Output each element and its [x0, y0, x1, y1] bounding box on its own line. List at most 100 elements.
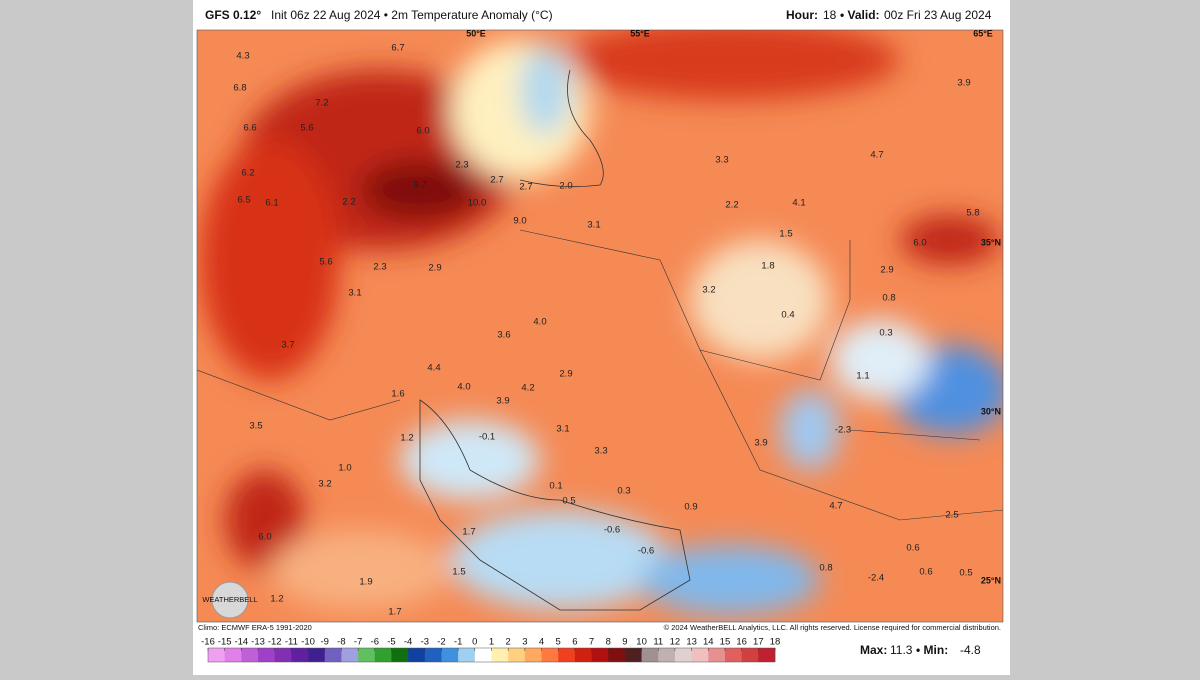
anomaly-label: 4.4: [427, 363, 440, 374]
anomaly-label: 3.5: [249, 421, 262, 432]
colorbar-bin: [674, 648, 692, 662]
max-label: Max:: [860, 643, 887, 657]
anomaly-label: 3.3: [715, 155, 728, 166]
anomaly-label: 6.0: [913, 238, 926, 249]
anomaly-label: 1.8: [761, 261, 774, 272]
anomaly-label: 1.6: [391, 389, 404, 400]
max: 11.3: [890, 643, 913, 657]
colorbar-bin: [408, 648, 426, 662]
anomaly-label: 5.6: [319, 257, 332, 268]
colorbar-bin: [308, 648, 326, 662]
title: Init 06z 22 Aug 2024 • 2m Temperature An…: [271, 8, 553, 22]
colorbar-bin: [324, 648, 342, 662]
anomaly-label: 3.9: [754, 438, 767, 449]
colorbar-tick-label: -12: [268, 637, 282, 648]
anomaly-label: 2.5: [945, 510, 958, 521]
colorbar-bin: [641, 648, 659, 662]
anomaly-label: -0.1: [479, 432, 495, 443]
colorbar-tick-label: 16: [736, 637, 747, 648]
graticule-label: 30°N: [981, 406, 1001, 416]
colorbar-tick-label: 10: [636, 637, 647, 648]
anomaly-label: 5.8: [966, 208, 979, 219]
anomaly-label: 1.5: [452, 567, 465, 578]
anomaly-label: 2.3: [373, 262, 386, 273]
colorbar-bin: [224, 648, 242, 662]
graticule-label: 35°N: [981, 237, 1001, 247]
anomaly-label: 6.2: [241, 168, 254, 179]
colorbar-tick-label: -4: [404, 637, 412, 648]
anomaly-label: 3.1: [556, 424, 569, 435]
anomaly-label: 3.9: [957, 78, 970, 89]
anomaly-label: 6.8: [233, 83, 246, 94]
colorbar-tick-label: -3: [421, 637, 429, 648]
colorbar-tick-label: 4: [539, 637, 544, 648]
anomaly-label: 3.3: [594, 446, 607, 457]
anomaly-label: 2.9: [428, 263, 441, 274]
valid-label: • Valid:: [840, 8, 880, 22]
anomaly-label: 0.4: [781, 310, 794, 321]
anomaly-label: 0.8: [819, 563, 832, 574]
colorbar-bin: [508, 648, 526, 662]
anomaly-label: 4.7: [829, 501, 842, 512]
anomaly-label: 3.2: [702, 285, 715, 296]
colorbar-bin: [441, 648, 459, 662]
colorbar-tick-label: 3: [522, 637, 527, 648]
anomaly-label: 0.6: [906, 543, 919, 554]
anomaly-label: 3.7: [281, 340, 294, 351]
anomaly-label: 2.7: [519, 182, 532, 193]
model: GFS 0.12°: [205, 8, 261, 22]
colorbar-bin: [574, 648, 592, 662]
anomaly-label: 4.0: [533, 317, 546, 328]
graticule-label: 50°E: [466, 28, 486, 38]
colorbar-bin: [274, 648, 292, 662]
anomaly-label: 10.0: [468, 198, 487, 209]
colorbar-bin: [724, 648, 742, 662]
colorbar-tick-label: -15: [218, 637, 232, 648]
min: -4.8: [960, 643, 981, 657]
colorbar-tick-label: -9: [321, 637, 329, 648]
anomaly-label: 3.9: [496, 396, 509, 407]
anomaly-label: 0.8: [882, 293, 895, 304]
anomaly-label: -0.6: [638, 546, 654, 557]
colorbar-bin: [391, 648, 409, 662]
anomaly-label: 3.6: [497, 330, 510, 341]
colorbar-tick-label: 6: [572, 637, 577, 648]
anomaly-label: 1.2: [270, 594, 283, 605]
colorbar-tick-label: 1: [489, 637, 494, 648]
colorbar-bin: [474, 648, 492, 662]
colorbar-tick-label: -13: [251, 637, 265, 648]
anomaly-label: 2.2: [725, 200, 738, 211]
colorbar-tick-label: 17: [753, 637, 764, 648]
colorbar-tick-label: 18: [770, 637, 781, 648]
colorbar-bin: [291, 648, 309, 662]
colorbar-bin: [374, 648, 392, 662]
colorbar-bin: [208, 648, 225, 662]
colorbar-bin: [341, 648, 359, 662]
colorbar-tick-label: -10: [301, 637, 315, 648]
anomaly-label: 3.1: [348, 288, 361, 299]
anomaly-label: -0.6: [604, 525, 620, 536]
colorbar-bin: [491, 648, 509, 662]
logo: WEATHERBELL: [202, 595, 257, 604]
anomaly-label: -2.4: [868, 573, 884, 584]
anomaly-label: 3.1: [587, 220, 600, 231]
anomaly-label: -2.3: [835, 425, 851, 436]
anomaly-label: 2.7: [490, 175, 503, 186]
anomaly-label: 1.5: [779, 229, 792, 240]
colorbar-tick-label: -5: [387, 637, 395, 648]
colorbar-bin: [591, 648, 609, 662]
colorbar-bin: [258, 648, 276, 662]
colorbar-bin: [424, 648, 442, 662]
anomaly-label: 0.3: [879, 328, 892, 339]
colorbar-bin: [691, 648, 709, 662]
anomaly-label: 6.0: [416, 126, 429, 137]
colorbar-bin: [558, 648, 576, 662]
hour: 18: [823, 8, 837, 22]
colorbar-tick-label: 15: [720, 637, 731, 648]
anomaly-label: 2.0: [559, 181, 572, 192]
colorbar-bin: [608, 648, 626, 662]
graticule-label: 25°N: [981, 575, 1001, 585]
colorbar-bin: [458, 648, 476, 662]
colorbar-tick-label: 11: [653, 637, 663, 648]
